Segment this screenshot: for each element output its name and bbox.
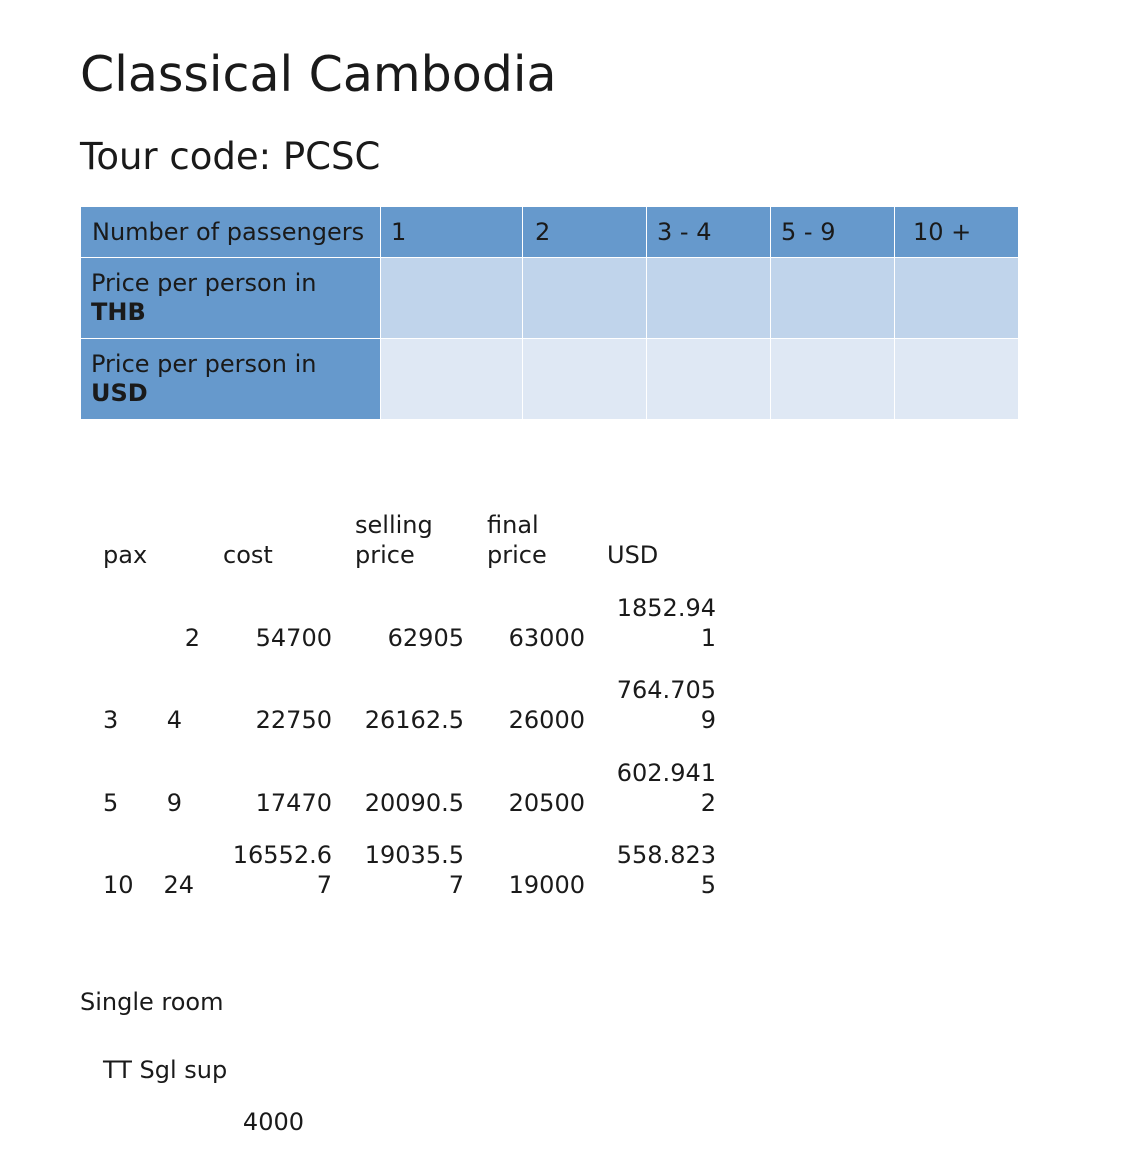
row-selling-price: 19035.5 7 xyxy=(364,841,464,899)
row-pax-to: 2 xyxy=(184,624,200,652)
row-final-price: 20500 xyxy=(508,789,585,817)
row-cost: 54700 xyxy=(255,624,332,652)
tour-code: Tour code: PCSC xyxy=(80,135,381,178)
row-pax-to: 4 xyxy=(166,706,182,734)
header-pax-10-plus: 10 + xyxy=(894,206,1019,258)
header-pax-1: 1 xyxy=(380,206,523,258)
row-selling-price: 26162.5 xyxy=(364,706,464,734)
header-pax: pax xyxy=(103,541,148,569)
row-final-price: 63000 xyxy=(508,624,585,652)
price-cell xyxy=(380,338,523,420)
document-title: Classical Cambodia xyxy=(80,46,557,103)
header-cost: cost xyxy=(223,541,273,569)
row-cost: 17470 xyxy=(255,789,332,817)
header-selling-price: selling price xyxy=(355,511,433,569)
row-pax-to: 24 xyxy=(163,871,194,899)
currency-label-thb: THB xyxy=(91,298,146,326)
price-row-label-text: Price per person in xyxy=(91,350,317,378)
price-cell xyxy=(894,338,1019,420)
price-cell xyxy=(646,338,771,420)
single-supplement-value: 4000 xyxy=(242,1108,304,1136)
row-pax-from: 3 xyxy=(103,706,119,734)
single-supplement-label: TT Sgl sup xyxy=(103,1056,228,1084)
row-usd: 558.823 5 xyxy=(616,841,716,899)
price-table: Number of passengers 1 2 3 - 4 5 - 9 10 … xyxy=(80,206,1019,420)
row-cost: 16552.6 7 xyxy=(232,841,332,899)
row-cost: 22750 xyxy=(255,706,332,734)
row-usd: 1852.94 1 xyxy=(616,594,716,652)
row-pax-from: 10 xyxy=(103,871,134,899)
price-cell xyxy=(770,257,895,339)
single-room-heading: Single room xyxy=(80,988,224,1016)
price-row-usd: Price per person in USD xyxy=(80,338,1019,420)
currency-label-usd: USD xyxy=(91,379,148,407)
row-final-price: 26000 xyxy=(508,706,585,734)
price-cell xyxy=(522,338,647,420)
price-row-thb-label: Price per person in THB xyxy=(80,257,381,339)
price-cell xyxy=(770,338,895,420)
row-usd: 764.705 9 xyxy=(616,676,716,734)
price-row-thb: Price per person in THB xyxy=(80,257,1019,339)
row-usd: 602.941 2 xyxy=(616,759,716,817)
price-cell xyxy=(646,257,771,339)
header-final-price: final price xyxy=(487,511,547,569)
header-pax-5-9: 5 - 9 xyxy=(770,206,895,258)
price-table-header-row: Number of passengers 1 2 3 - 4 5 - 9 10 … xyxy=(80,206,1019,258)
price-row-label-text: Price per person in xyxy=(91,269,317,297)
header-pax-3-4: 3 - 4 xyxy=(646,206,771,258)
row-pax-to: 9 xyxy=(166,789,182,817)
row-selling-price: 20090.5 xyxy=(364,789,464,817)
header-usd: USD xyxy=(607,541,659,569)
header-pax-2: 2 xyxy=(522,206,647,258)
price-cell xyxy=(894,257,1019,339)
row-pax-from: 5 xyxy=(103,789,119,817)
header-number-of-passengers: Number of passengers xyxy=(80,206,381,258)
price-row-usd-label: Price per person in USD xyxy=(80,338,381,420)
price-cell xyxy=(522,257,647,339)
row-selling-price: 62905 xyxy=(387,624,464,652)
row-final-price: 19000 xyxy=(508,871,585,899)
price-cell xyxy=(380,257,523,339)
